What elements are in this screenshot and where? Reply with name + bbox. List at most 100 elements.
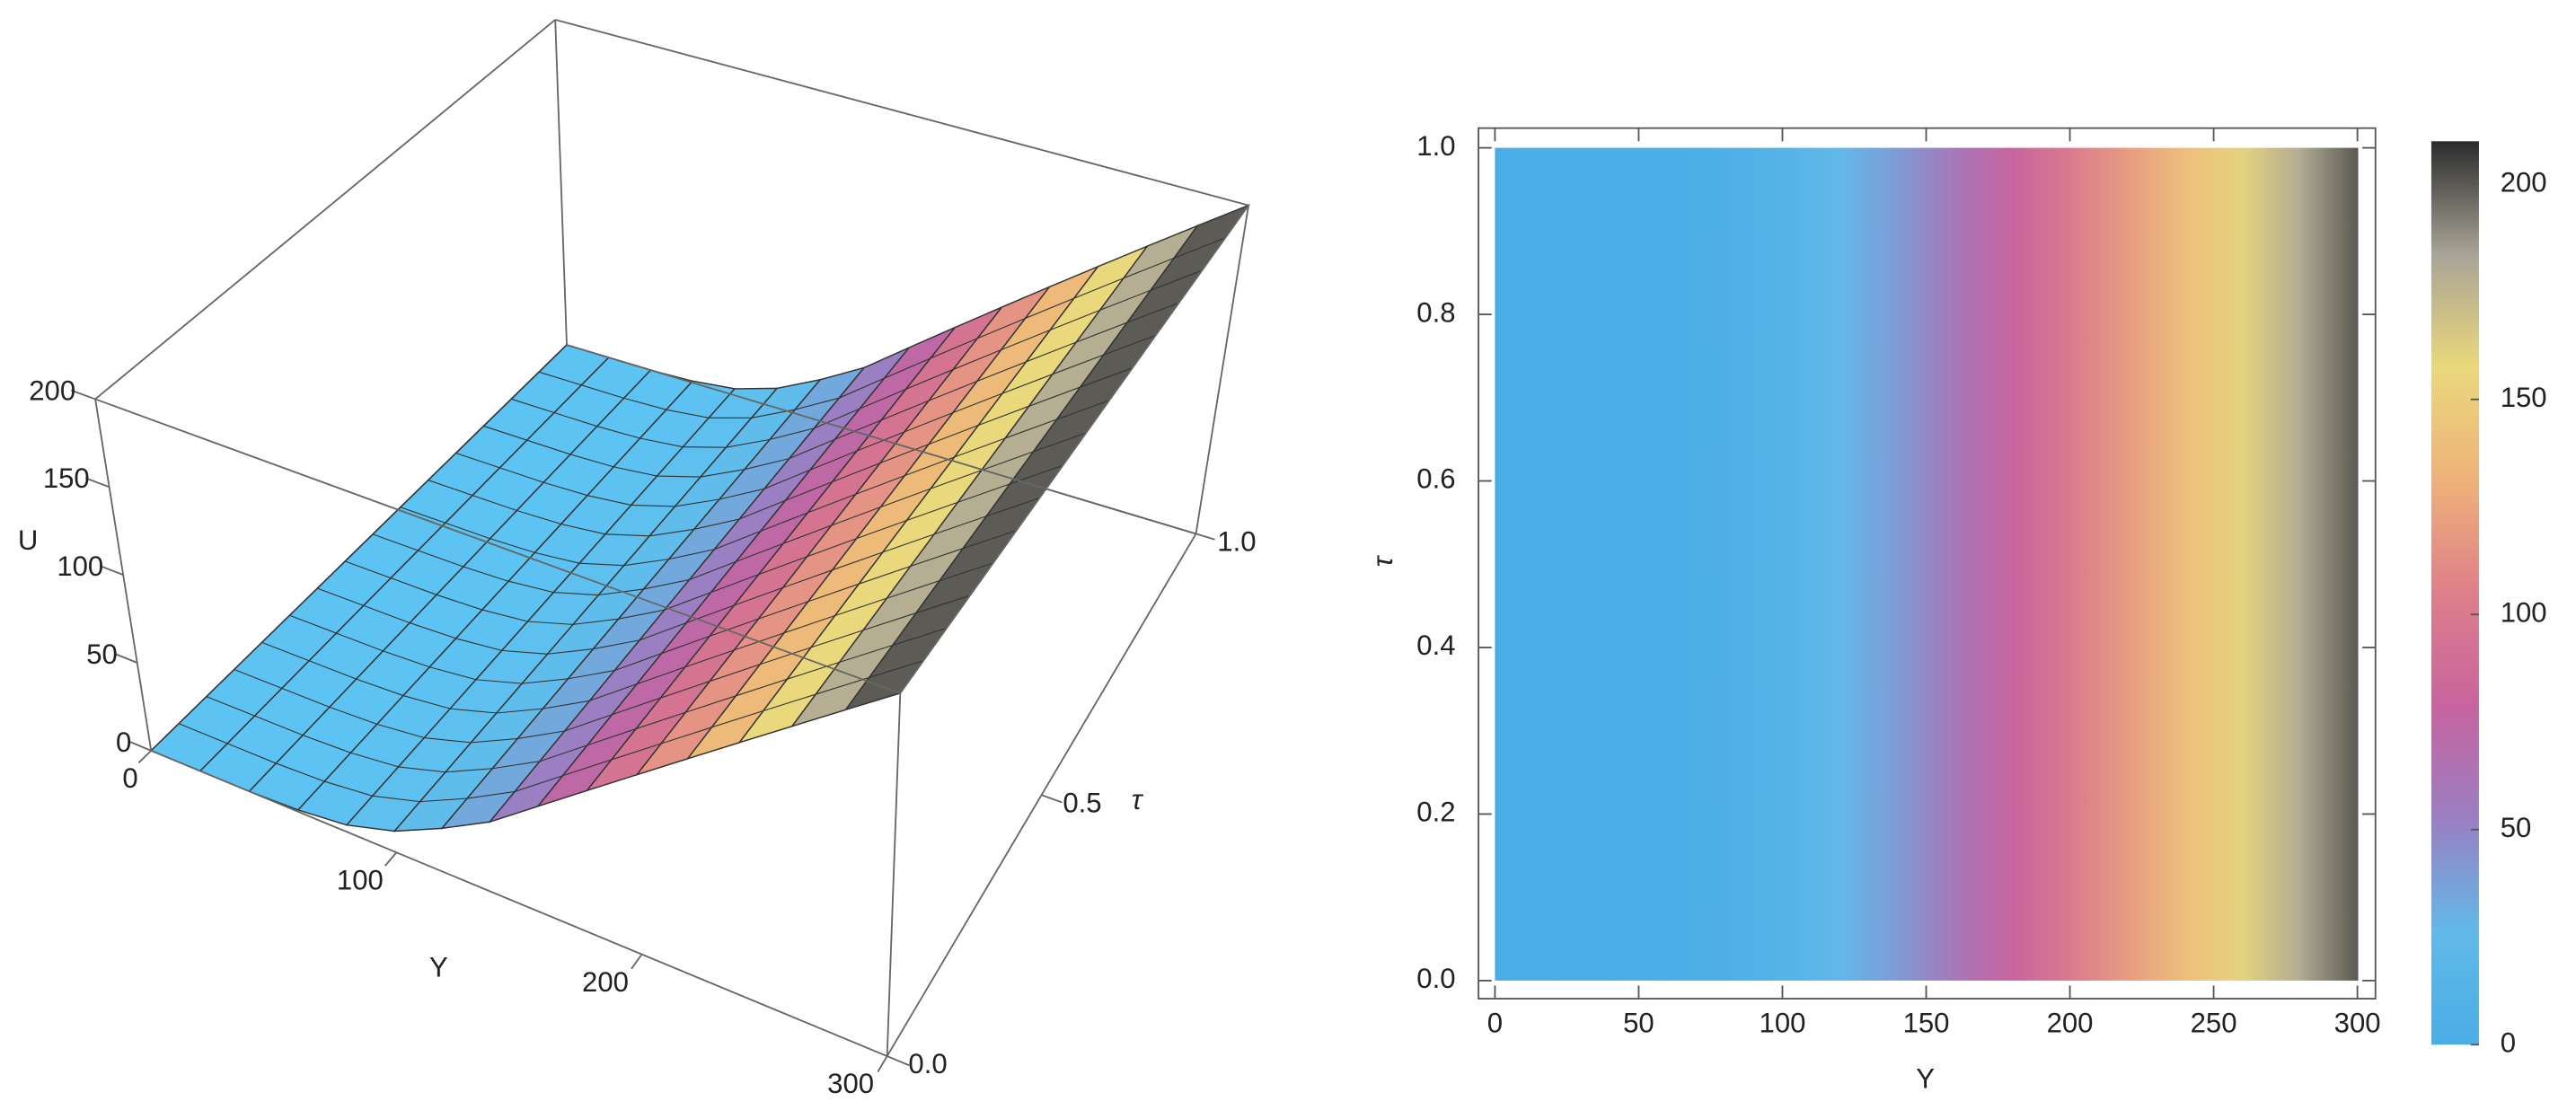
z-tick	[128, 740, 152, 752]
mesh-line	[410, 622, 456, 639]
mesh-line	[1103, 334, 1156, 356]
mesh-line	[787, 661, 840, 680]
mesh-line	[383, 650, 430, 668]
mesh-line	[782, 569, 833, 588]
mesh-line	[618, 609, 665, 620]
y-tick-label: 0.8	[1416, 296, 1455, 328]
mesh-line	[744, 458, 790, 471]
mesh-line	[445, 768, 493, 773]
mesh-line	[234, 668, 283, 689]
mesh-line	[553, 592, 599, 596]
mesh-line	[636, 666, 685, 685]
figure-body: Y τ U Y τ 0 100 200 300 0.0 0.5 1.0 0 50 100 150 20…	[18, 19, 2547, 1099]
mesh-line	[782, 524, 832, 544]
mesh-line	[631, 504, 675, 507]
box-edge	[566, 344, 1196, 535]
z-tick-label: 0	[116, 727, 131, 758]
x-tick-label: 50	[1623, 1008, 1654, 1039]
density-strip	[2127, 147, 2186, 981]
mesh-line	[952, 392, 1003, 414]
mesh-line	[1026, 341, 1077, 363]
mesh-line	[467, 790, 516, 799]
mesh-line	[436, 594, 483, 611]
mesh-line	[1004, 418, 1057, 439]
box-edge	[1195, 205, 1249, 534]
density-strip	[1552, 147, 1611, 981]
mesh-line	[887, 580, 940, 599]
mesh-line	[807, 538, 857, 558]
y-tick-label: 0.5	[1063, 787, 1101, 818]
mesh-line	[794, 397, 840, 410]
density-strip	[2012, 147, 2071, 981]
x-tick-label: 0	[1487, 1008, 1503, 1039]
mesh-line	[689, 560, 737, 580]
mesh-line	[514, 775, 563, 792]
y-tick-label: 1.0	[1217, 526, 1256, 558]
mesh-line	[859, 388, 906, 410]
mesh-line	[329, 706, 377, 725]
mesh-line	[372, 533, 419, 551]
mesh-line	[534, 551, 580, 564]
mesh-line	[711, 709, 764, 728]
colorbar-tick-label: 200	[2501, 166, 2547, 198]
mesh-line	[640, 437, 684, 448]
x-tick-label: 300	[827, 1068, 874, 1099]
mesh-line	[1073, 278, 1125, 299]
mesh-line	[611, 743, 662, 761]
mesh-line	[643, 578, 690, 590]
density-strip	[2184, 147, 2244, 981]
mesh-line	[472, 495, 517, 512]
mesh-line	[639, 621, 687, 641]
mesh-line	[685, 695, 737, 713]
colorbar	[2430, 141, 2479, 1045]
mesh-line	[660, 681, 710, 699]
y-tick	[1195, 533, 1215, 541]
mesh-line	[666, 409, 710, 418]
mesh-line	[589, 683, 638, 701]
mesh-line	[463, 566, 509, 582]
mesh-line	[604, 533, 650, 537]
box-edge	[899, 205, 1249, 694]
mesh-line	[390, 577, 437, 595]
mesh-line	[668, 549, 715, 560]
y-tick-label: 0.4	[1416, 630, 1455, 661]
mesh-line	[839, 377, 885, 399]
box-edge	[886, 533, 1197, 1057]
mesh-line	[930, 338, 978, 359]
mesh-line	[356, 678, 404, 697]
mesh-line	[581, 384, 624, 399]
mesh-line	[1173, 237, 1226, 259]
mesh-line	[450, 708, 497, 714]
mesh-line	[471, 737, 518, 744]
box-edge	[554, 19, 568, 346]
density-strip	[1667, 147, 1726, 981]
mesh-line	[568, 670, 615, 680]
mesh-line	[661, 635, 710, 655]
mesh-line	[1033, 432, 1087, 453]
mesh-line	[977, 317, 1026, 339]
density-strip	[1782, 147, 1841, 981]
mesh-line	[981, 451, 1034, 471]
mesh-line	[962, 530, 1017, 550]
density-strip	[1954, 147, 2014, 981]
mesh-line	[1001, 374, 1054, 394]
mesh-line	[686, 604, 735, 624]
mesh-line	[593, 639, 640, 650]
mesh-line	[769, 427, 815, 440]
mesh-line	[710, 664, 761, 683]
mesh-line	[569, 454, 614, 468]
mesh-line	[508, 580, 554, 594]
mesh-line	[543, 700, 590, 709]
mesh-line	[308, 660, 357, 680]
y-axis-label: τ	[1132, 784, 1144, 815]
colorbar-tick-label: 150	[2501, 382, 2547, 413]
mesh-line	[418, 550, 464, 568]
mesh-line	[481, 609, 528, 622]
mesh-line	[1076, 322, 1128, 343]
mesh-line	[684, 649, 735, 668]
mesh-line	[734, 586, 783, 606]
mesh-line	[649, 528, 694, 537]
x-tick	[384, 851, 398, 867]
mesh-line	[976, 361, 1027, 383]
